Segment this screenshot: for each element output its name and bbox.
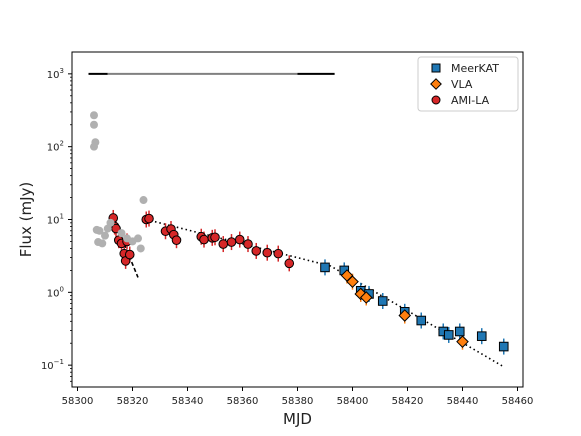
x-tick-label: 58300: [62, 396, 94, 407]
legend-ami-la-label: AMI-LA: [451, 94, 490, 107]
x-tick-label: 58360: [227, 396, 259, 407]
grey-point: [98, 239, 107, 248]
grey-point: [134, 234, 142, 243]
legend-meerkat-label: MeerKAT: [451, 62, 499, 75]
vla-point: [359, 291, 373, 304]
x-axis-ticks: 58300 58320 58340 58360 58380 58400 58420 58440…: [62, 387, 534, 407]
ami-la-point: [243, 239, 253, 249]
dotted-fit-line: [146, 218, 505, 368]
grey-point: [106, 218, 115, 227]
legend-ami-la-marker: [431, 95, 441, 105]
x-tick-label: 58320: [117, 396, 149, 407]
x-tick-label: 58340: [172, 396, 204, 407]
ami-la-point: [284, 258, 295, 269]
y-tick-label: 102: [47, 140, 64, 154]
ami-la-point: [210, 232, 220, 243]
ami-la-point: [234, 234, 245, 245]
ami-la-point: [144, 213, 154, 224]
legend-vla-marker: [430, 78, 442, 90]
x-tick-label: 58460: [502, 396, 534, 407]
grey-point: [90, 120, 98, 129]
y-tick-label: 101: [47, 213, 64, 227]
x-tick-label: 58440: [447, 396, 479, 407]
vla-point: [398, 309, 412, 322]
x-tick-label: 58380: [282, 396, 314, 407]
y-axis-ticks: 10−1 100 101 102 103: [41, 67, 72, 382]
vla-point: [346, 275, 359, 288]
grey-point: [90, 111, 98, 120]
ami-la-point: [218, 239, 229, 249]
meerkat-point: [377, 296, 388, 306]
grey-point: [117, 229, 126, 238]
meerkat-point: [320, 262, 330, 273]
legend: MeerKAT VLA AMI-LA: [417, 56, 519, 112]
y-tick-label: 103: [47, 67, 64, 81]
y-tick-label: 10−1: [41, 358, 64, 372]
meerkat-point: [454, 326, 465, 337]
x-tick-label: 58420: [392, 396, 424, 407]
data-points-layer: [90, 111, 509, 352]
ami-la-point: [124, 249, 135, 260]
legend-box: [417, 56, 519, 112]
y-tick-label: 100: [47, 285, 64, 299]
grey-point: [95, 226, 104, 235]
meerkat-point: [416, 315, 427, 326]
meerkat-point: [443, 330, 454, 340]
fit-lines-layer: [123, 218, 505, 368]
x-tick-label: 58400: [337, 396, 369, 407]
ami-la-point: [226, 237, 237, 247]
vla-point: [456, 335, 469, 348]
ami-la-point: [273, 248, 284, 259]
ami-la-point: [199, 234, 209, 245]
ami-la-point: [251, 246, 262, 256]
grey-point: [136, 244, 145, 253]
grey-point: [90, 142, 98, 151]
meerkat-point: [476, 331, 487, 341]
ami-la-point: [171, 235, 182, 245]
grey-point: [139, 196, 148, 205]
legend-meerkat-marker: [431, 63, 441, 73]
y-axis-label: Flux (mJy): [17, 182, 35, 258]
grey-point: [101, 231, 109, 240]
ami-la-point: [262, 247, 273, 258]
legend-vla-label: VLA: [451, 78, 473, 91]
x-axis-label: MJD: [283, 410, 312, 428]
meerkat-point: [498, 341, 509, 352]
